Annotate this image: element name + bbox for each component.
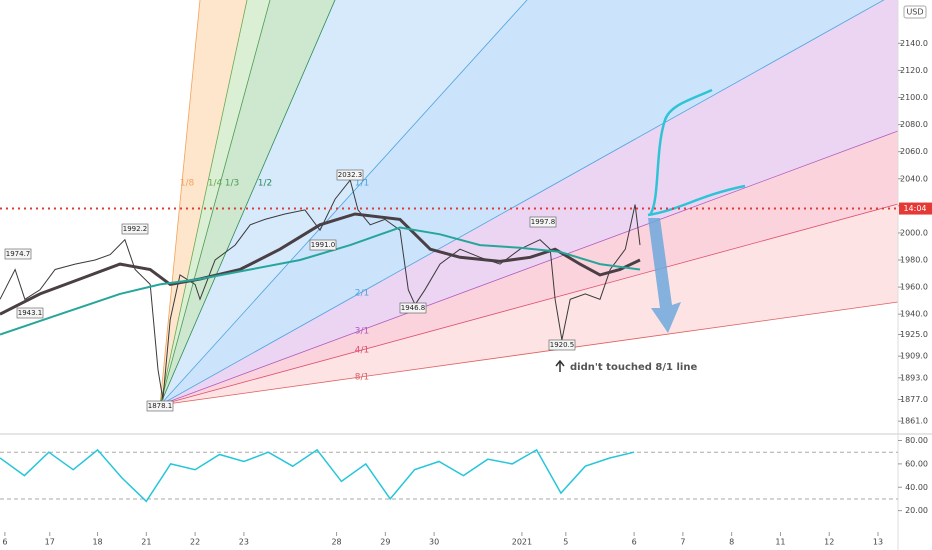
y-tick-label: 2040.0 (900, 174, 928, 183)
price-label-box (529, 216, 557, 228)
countdown-tag (899, 202, 932, 215)
fan-line (159, 130, 898, 406)
x-tick-label: 7 (680, 538, 685, 547)
rsi-tick-label: 20.00 (905, 506, 928, 515)
fan-line (159, 0, 271, 406)
price-line (0, 226, 641, 336)
arrow (648, 218, 681, 333)
price-label: 1943.1 (18, 309, 43, 317)
x-tick-label: 29 (380, 538, 390, 547)
fan-label: 3/1 (355, 327, 369, 337)
y-tick-label: 1909.0 (900, 352, 928, 361)
price-label-box (16, 307, 44, 319)
fan-line (159, 0, 201, 406)
x-tick-label: 30 (429, 538, 439, 547)
x-tick-label: 2021 (512, 538, 532, 547)
y-tick-label: 1925.0 (900, 330, 928, 339)
x-tick-label: 21 (141, 538, 151, 547)
arrow-icon (555, 359, 565, 372)
y-tick-label: 2100.0 (900, 93, 928, 102)
y-tick-label: 2000.0 (900, 228, 928, 237)
fan-label: 1/8 (180, 179, 195, 189)
x-tick-label: 23 (239, 538, 249, 547)
price-label: 1878.1 (148, 402, 173, 410)
x-tick-label: 17 (45, 538, 55, 547)
annotation: didn't touched 8/1 line (570, 362, 697, 373)
price-line (0, 179, 641, 400)
y-tick-label: 1960.0 (900, 283, 928, 292)
fan-label: 4/1 (355, 346, 369, 356)
y-tick-label: 2060.0 (900, 147, 928, 156)
fan-label: 1/4 (208, 179, 223, 189)
currency-box (903, 5, 927, 19)
y-tick-label: 1861.0 (900, 417, 928, 426)
fan-label: 1/1 (355, 179, 369, 189)
price-label: 2032.3 (338, 171, 363, 179)
fan-line (159, 0, 528, 406)
price-label-box (309, 239, 337, 251)
x-tick-label: 6 (2, 538, 7, 547)
price-label: 1991.0 (311, 241, 336, 249)
countdown: 14:04 (903, 204, 926, 213)
fan-label: 8/1 (355, 373, 369, 383)
rsi-tick-label: 60.00 (905, 459, 928, 468)
fan-line (159, 0, 248, 406)
x-tick-label: 8 (729, 538, 734, 547)
y-tick-label: 1940.0 (900, 310, 928, 319)
price-label: 1946.8 (401, 304, 426, 312)
fan-label: 1/3 (225, 179, 239, 189)
rsi-line (0, 448, 635, 503)
price-label: 1992.2 (123, 225, 148, 233)
price-label: 1974.7 (6, 250, 31, 258)
y-tick-label: 2120.0 (900, 66, 928, 75)
x-tick-label: 5 (563, 538, 568, 547)
fan: 1/8 1/4 1/3 1/2 1/1 2/1 3/1 4/1 8/1 (159, 0, 898, 406)
price-label-box (121, 223, 149, 235)
fan-line (159, 301, 898, 406)
price-line (0, 212, 641, 316)
y-tick-label: 1877.0 (900, 395, 928, 404)
x-tick-label: 12 (824, 538, 834, 547)
drawing (647, 184, 746, 217)
fan-line (159, 0, 885, 406)
y-tick-label: 2080.0 (900, 120, 928, 129)
price-label-box (399, 302, 427, 314)
x-tick-label: 28 (331, 538, 341, 547)
fan-label: 1/2 (258, 179, 272, 189)
x-tick-label: 11 (775, 538, 785, 547)
rsi-tick-label: 40.00 (905, 483, 928, 492)
x-tick-label: 6 (632, 538, 637, 547)
price-label-box (4, 248, 32, 260)
x-tick-label: 13 (873, 538, 883, 547)
fan-line (159, 203, 898, 406)
y-tick-label: 2140.0 (900, 39, 928, 48)
price-label-box (548, 339, 576, 351)
main-pane (0, 179, 641, 400)
x-tick-label: 22 (190, 538, 200, 547)
x-tick-label: 18 (92, 538, 102, 547)
price-label: 1997.8 (531, 218, 556, 226)
price-label-box (336, 169, 364, 181)
currency: USD (906, 8, 923, 17)
y-tick-label: 1893.0 (900, 373, 928, 382)
fan-line (159, 0, 336, 406)
fan-label: 2/1 (355, 289, 369, 299)
rsi-tick-label: 80.00 (905, 436, 928, 445)
fan-zone (160, 0, 898, 405)
price-label-box (146, 400, 174, 412)
drawing (648, 88, 713, 216)
y-tick-label: 1980.0 (900, 256, 928, 265)
price-label: 1920.5 (550, 341, 575, 349)
